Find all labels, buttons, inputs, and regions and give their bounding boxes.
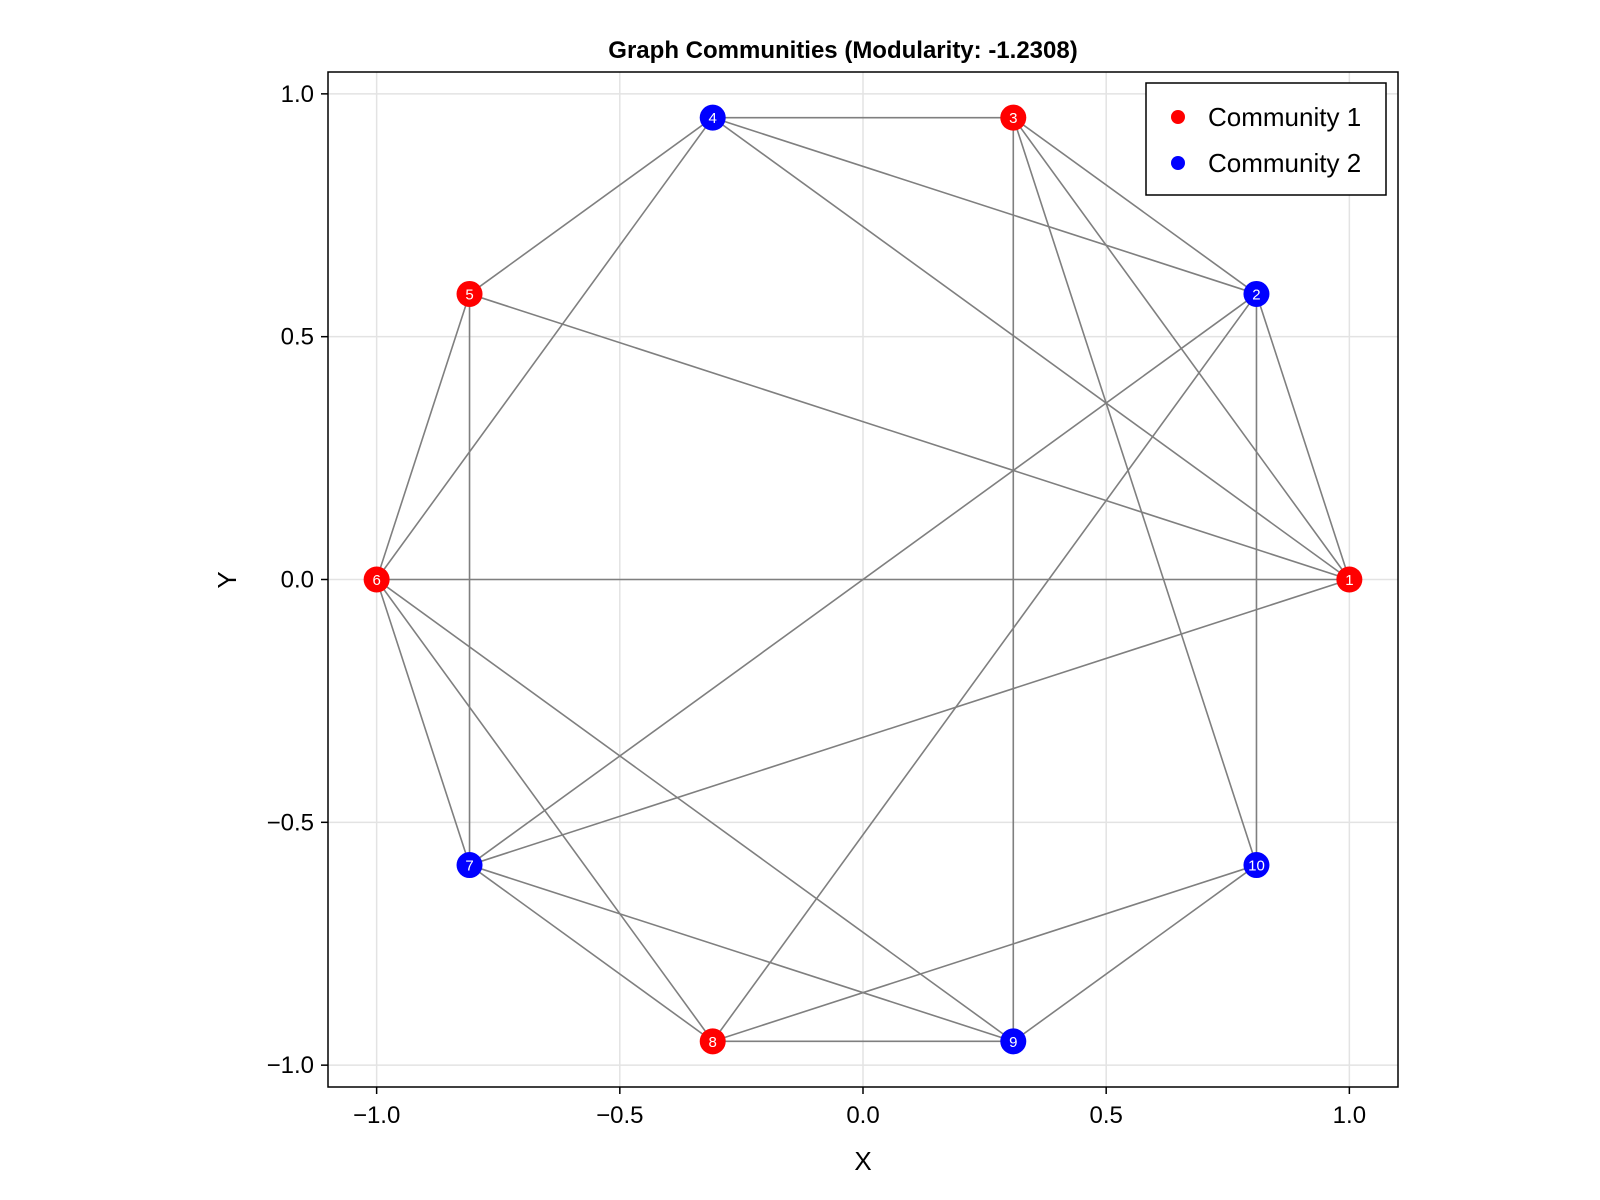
- legend: Community 1 Community 2: [1145, 82, 1387, 196]
- graph-edge: [469, 864, 714, 1042]
- graph-edge: [1012, 864, 1257, 1042]
- legend-label-community-2: Community 2: [1208, 148, 1361, 178]
- graph-edge: [712, 116, 1257, 295]
- legend-marker-community-1: [1171, 110, 1185, 124]
- graph-edge: [712, 117, 1350, 581]
- y-tick-label: 0.5: [281, 324, 314, 351]
- graph-nodes: 1 2 3 4 5 6 7 8 9 10: [363, 104, 1363, 1055]
- graph-node-label: 1: [1345, 572, 1353, 589]
- graph-edge: [469, 117, 714, 295]
- graph-edge: [1255, 293, 1351, 580]
- legend-marker-community-2: [1171, 156, 1185, 170]
- axis-ticks: −1.0 −0.5 0.0 0.5 1.0 −1.0 −0.5 0.0 0.5 1.0: [267, 81, 1366, 1129]
- graph-edge: [375, 117, 714, 580]
- x-tick-label: 0.5: [1089, 1102, 1122, 1129]
- graph-edge: [469, 864, 1014, 1043]
- graph-node-marker: [1243, 280, 1270, 307]
- graph-node: 7: [456, 852, 483, 879]
- graph-edge: [1012, 117, 1258, 866]
- graph-edge: [469, 578, 1350, 866]
- graph-node: 2: [1243, 280, 1270, 307]
- graph-node-label: 7: [465, 858, 473, 875]
- graph-node-marker: [1336, 566, 1363, 593]
- y-tick-label: −1.0: [267, 1052, 314, 1079]
- graph-node-label: 6: [372, 572, 380, 589]
- y-tick-label: 0.0: [281, 567, 314, 594]
- graph-edge: [712, 293, 1258, 1042]
- graph-edge: [469, 293, 1257, 866]
- graph-node-label: 8: [709, 1034, 717, 1051]
- graph-node: 6: [363, 566, 390, 593]
- legend-box: [1145, 82, 1387, 196]
- graph-node-marker: [363, 566, 390, 593]
- graph-edge: [712, 864, 1257, 1043]
- graph-edges: [375, 116, 1351, 1043]
- legend-label-community-1: Community 1: [1208, 102, 1361, 132]
- graph-node-marker: [1000, 1028, 1027, 1055]
- graph-node: 4: [699, 104, 726, 131]
- graph-node: 3: [1000, 104, 1027, 131]
- chart-title: Graph Communities (Modularity: -1.2308): [608, 37, 1077, 64]
- graph-edge: [375, 293, 471, 580]
- graph-node: 5: [456, 280, 483, 307]
- graph-node-label: 3: [1009, 110, 1017, 127]
- y-tick-label: −0.5: [267, 809, 314, 836]
- graph-node: 10: [1243, 852, 1270, 879]
- graph-node-marker: [699, 104, 726, 131]
- x-tick-label: −1.0: [353, 1102, 400, 1129]
- y-axis-label: Y: [212, 571, 242, 588]
- graph-edge: [1012, 117, 1257, 295]
- x-tick-label: −0.5: [596, 1102, 643, 1129]
- graph-node-marker: [456, 280, 483, 307]
- graph-node: 8: [699, 1028, 726, 1055]
- graph-node: 9: [1000, 1028, 1027, 1055]
- graph-node-label: 4: [709, 110, 717, 127]
- graph-node-marker: [1243, 852, 1270, 879]
- graph-edge: [376, 578, 1014, 1042]
- x-tick-label: 1.0: [1333, 1102, 1366, 1129]
- graph-edge: [469, 293, 1350, 581]
- graph-node-marker: [456, 852, 483, 879]
- graph-node-marker: [699, 1028, 726, 1055]
- graph-node-label: 5: [465, 286, 473, 303]
- graph-node-marker: [1000, 104, 1027, 131]
- x-tick-label: 0.0: [846, 1102, 879, 1129]
- graph-edge: [375, 579, 471, 866]
- x-axis-label: X: [854, 1146, 871, 1176]
- graph-node-label: 10: [1248, 858, 1265, 875]
- graph-edge: [375, 579, 714, 1042]
- graph-node-label: 9: [1009, 1034, 1017, 1051]
- graph-node: 1: [1336, 566, 1363, 593]
- graph-node-label: 2: [1252, 286, 1260, 303]
- y-tick-label: 1.0: [281, 81, 314, 108]
